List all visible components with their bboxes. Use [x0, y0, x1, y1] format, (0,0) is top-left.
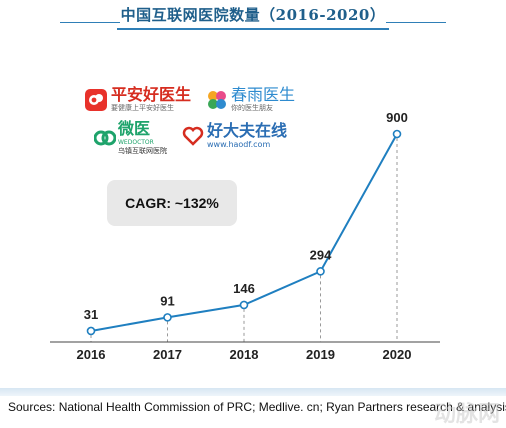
logo-haodf-sub: www.haodf.com [207, 140, 271, 149]
data-point-2018 [239, 300, 249, 310]
x-tick-label-2019: 2019 [306, 347, 335, 362]
data-label-2018: 146 [233, 281, 255, 296]
logo-wedoctor-badge: WEDOCTOR [118, 139, 154, 146]
logo-chunyu: 春雨医生 你的医生朋友 [206, 86, 295, 113]
chart-title: 中国互联网医院数量（2016-2020） [116, 4, 390, 30]
logo-pingan: 平安好医生 要健康上平安好医生 [84, 86, 191, 113]
logo-wedoctor-sub: 乌镇互联网医院 [118, 147, 167, 155]
logo-chunyu-name: 春雨医生 [231, 85, 296, 104]
x-tick-label-2020: 2020 [383, 347, 412, 362]
title-rule-left [60, 22, 120, 23]
heart-logo-icon [182, 126, 204, 146]
watermark-logo: 动脉网 [433, 401, 500, 426]
logo-haodf-name: 好大夫在线 [207, 121, 288, 140]
logo-pingan-name: 平安好医生 [111, 85, 192, 104]
logo-chunyu-sub: 你的医生朋友 [231, 104, 273, 112]
logo-wedoctor-name: 微医 [118, 119, 151, 138]
data-label-2020: 900 [386, 110, 408, 125]
hospital-logos: 平安好医生 要健康上平安好医生 春雨医生 你的医生朋友 微医 WEDOCTOR … [84, 86, 314, 166]
logo-pingan-sub: 要健康上平安好医生 [111, 104, 174, 112]
footer-band [0, 388, 506, 396]
data-point-2017 [163, 313, 172, 322]
x-tick-label-2017: 2017 [153, 347, 182, 362]
wedoctor-logo-icon [94, 130, 116, 146]
data-point-2019 [316, 267, 325, 276]
logo-haodf: 好大夫在线 www.haodf.com [182, 122, 287, 149]
source-note: Sources: National Health Commission of P… [8, 400, 506, 414]
logo-wedoctor: 微医 WEDOCTOR 乌镇互联网医院 [94, 120, 167, 156]
pingan-logo-icon [85, 88, 107, 111]
chunyu-logo-icon [208, 90, 226, 109]
cagr-callout: CAGR: ~132% [107, 180, 237, 226]
chart-title-wrap: 中国互联网医院数量（2016-2020） [0, 4, 506, 30]
data-label-2016: 31 [84, 307, 98, 322]
x-tick-label-2016: 2016 [77, 347, 106, 362]
line-chart: 31 91 146 294 900 2016 2017 2018 2019 2020 [50, 110, 440, 362]
title-rule-right [386, 22, 446, 23]
data-label-2019: 294 [310, 247, 332, 262]
data-point-2016 [86, 326, 96, 336]
data-point-2020 [392, 129, 402, 139]
x-tick-label-2018: 2018 [230, 347, 259, 362]
data-label-2017: 91 [160, 293, 174, 308]
